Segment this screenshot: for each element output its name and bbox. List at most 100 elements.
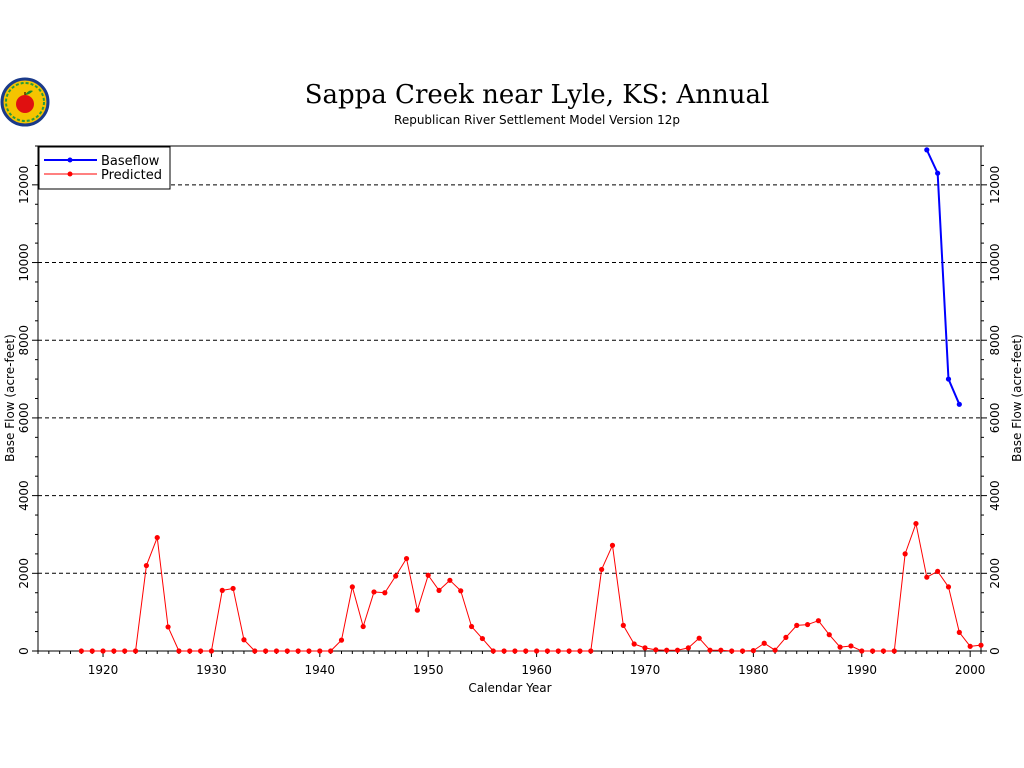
x-tick-label-1930: 1930	[196, 663, 227, 677]
series-line-baseflow	[925, 149, 961, 405]
data-point-predicted	[479, 635, 486, 642]
data-point-baseflow	[935, 170, 941, 176]
data-point-predicted	[393, 573, 399, 579]
data-point-predicted	[826, 632, 832, 638]
data-point-predicted	[360, 623, 366, 630]
data-point-predicted	[338, 637, 345, 643]
legend-marker-baseflow	[67, 157, 73, 163]
data-point-predicted	[620, 622, 626, 628]
data-point-predicted	[848, 643, 854, 649]
data-point-predicted	[111, 648, 117, 654]
data-point-predicted	[241, 637, 247, 643]
y-tick-label-right-10000: 10000	[988, 243, 1002, 281]
data-point-predicted	[566, 648, 572, 654]
chart-title: Sappa Creek near Lyle, KS: Annual	[305, 80, 770, 110]
data-point-predicted	[219, 587, 225, 594]
data-point-predicted	[403, 555, 410, 562]
data-point-predicted	[425, 572, 431, 578]
data-point-predicted	[122, 648, 128, 654]
data-point-predicted	[674, 647, 681, 653]
data-point-baseflow	[956, 401, 962, 407]
data-point-predicted	[273, 648, 280, 654]
chart-subtitle: Republican River Settlement Model Versio…	[394, 113, 680, 127]
data-point-predicted	[523, 648, 529, 654]
data-point-predicted	[739, 648, 746, 654]
x-tick-label-1970: 1970	[630, 663, 661, 677]
data-point-predicted	[501, 648, 507, 654]
data-point-predicted	[588, 648, 594, 654]
data-point-predicted	[880, 648, 887, 654]
apple-logo	[0, 77, 50, 127]
legend-marker-predicted	[67, 171, 73, 177]
data-point-predicted	[967, 643, 973, 649]
y-tick-label-right-12000: 12000	[988, 166, 1002, 204]
plot-frame	[37, 145, 982, 652]
data-point-predicted	[414, 607, 420, 613]
y-tick-label-right-2000: 2000	[988, 558, 1002, 589]
x-tick-label-1940: 1940	[305, 663, 336, 677]
data-point-predicted	[577, 648, 583, 654]
data-point-predicted	[696, 635, 702, 641]
data-point-predicted	[436, 587, 442, 594]
data-point-predicted	[956, 629, 962, 635]
data-point-predicted	[902, 551, 908, 557]
data-point-predicted	[642, 645, 648, 651]
data-point-predicted	[718, 647, 724, 653]
data-point-predicted	[284, 648, 290, 654]
data-point-predicted	[176, 648, 182, 654]
y-tick-label-right-0: 0	[988, 647, 1002, 655]
y-tick-label-left-2000: 2000	[17, 558, 31, 589]
x-axis-title: Calendar Year	[468, 681, 551, 695]
data-point-predicted	[349, 584, 355, 590]
y-tick-label-left-6000: 6000	[17, 403, 31, 434]
legend-label-baseflow: Baseflow	[101, 154, 160, 169]
data-point-predicted	[252, 648, 258, 654]
data-point-predicted	[653, 647, 659, 653]
data-point-baseflow	[924, 147, 930, 153]
data-point-predicted	[382, 590, 388, 596]
y-axis-title-left: Base Flow (acre-feet)	[3, 334, 17, 462]
data-point-predicted	[447, 577, 453, 583]
data-point-predicted	[89, 648, 95, 654]
data-point-predicted	[555, 648, 561, 654]
data-point-predicted	[891, 648, 897, 654]
data-point-predicted	[837, 644, 843, 650]
data-point-predicted	[935, 568, 941, 574]
data-point-predicted	[664, 647, 670, 653]
data-point-predicted	[533, 648, 540, 654]
data-point-predicted	[804, 621, 811, 628]
legend-label-predicted: Predicted	[101, 168, 162, 183]
data-point-predicted	[143, 562, 149, 569]
data-point-predicted	[544, 648, 551, 654]
data-point-predicted	[328, 648, 334, 654]
y-tick-label-left-4000: 4000	[17, 480, 31, 511]
y-tick-label-left-10000: 10000	[17, 243, 31, 281]
y-tick-label-right-8000: 8000	[988, 325, 1002, 356]
data-point-predicted	[783, 634, 789, 641]
data-point-predicted	[794, 622, 800, 628]
data-point-predicted	[870, 648, 876, 654]
data-point-predicted	[729, 648, 735, 654]
series-line-predicted	[81, 523, 982, 652]
legend: Baseflow Predicted	[38, 146, 171, 190]
data-point-predicted	[512, 648, 518, 654]
data-point-predicted	[306, 648, 312, 654]
data-point-predicted	[490, 648, 496, 654]
data-point-predicted	[458, 588, 464, 594]
x-tick-label-1960: 1960	[521, 663, 552, 677]
data-point-predicted	[599, 566, 605, 573]
data-point-predicted	[750, 648, 756, 654]
axis-ticks	[32, 145, 987, 657]
y-tick-label-left-0: 0	[17, 647, 31, 655]
y-axis-title-right: Base Flow (acre-feet)	[1010, 334, 1024, 462]
data-point-predicted	[197, 648, 204, 654]
x-tick-label-2000: 2000	[955, 663, 986, 677]
x-tick-label-1950: 1950	[413, 663, 444, 677]
data-point-predicted	[978, 642, 984, 648]
data-point-predicted	[707, 647, 713, 653]
data-point-predicted	[100, 648, 106, 654]
data-point-predicted	[609, 542, 616, 548]
data-point-predicted	[468, 623, 475, 630]
